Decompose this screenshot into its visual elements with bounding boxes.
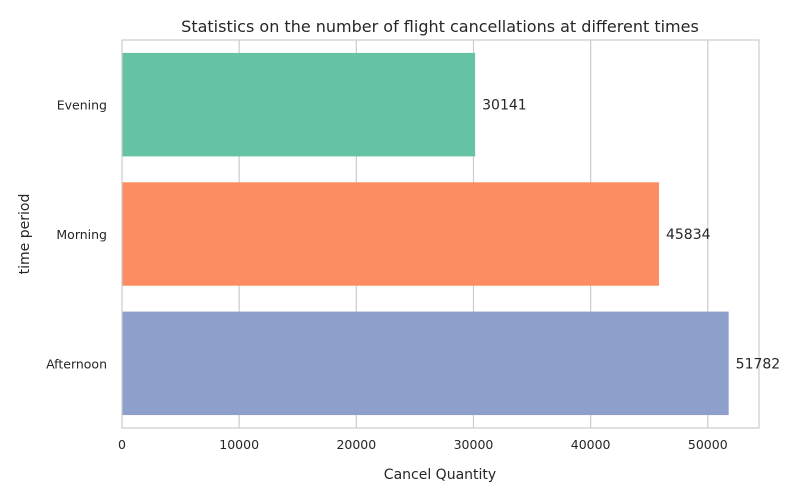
- data-label: 30141: [482, 98, 527, 114]
- x-tick-label: 20000: [336, 437, 376, 452]
- data-label: 45834: [666, 227, 711, 243]
- y-ticks: Evening Morning Afternoon: [46, 98, 107, 372]
- x-tick-label: 40000: [571, 437, 611, 452]
- data-label: 51782: [736, 356, 781, 372]
- y-tick-label: Evening: [57, 98, 107, 113]
- x-axis-label: Cancel Quantity: [384, 467, 496, 483]
- x-tick-label: 30000: [454, 437, 494, 452]
- x-tick-label: 10000: [219, 437, 259, 452]
- x-tick-label: 50000: [688, 437, 728, 452]
- y-tick-label: Morning: [56, 227, 107, 242]
- bar-morning: [122, 182, 659, 286]
- x-ticks: 0 10000 20000 30000 40000 50000: [118, 437, 728, 452]
- y-tick-label: Afternoon: [46, 356, 107, 371]
- y-axis-label: time period: [17, 194, 33, 275]
- data-labels: 30141 45834 51782: [482, 98, 780, 373]
- x-tick-label: 0: [118, 437, 126, 452]
- bar-evening: [122, 52, 476, 157]
- bars: [122, 52, 729, 416]
- plot-frame: [121, 39, 760, 429]
- chart-title: Statistics on the number of flight cance…: [181, 17, 699, 36]
- bar-afternoon: [122, 311, 729, 416]
